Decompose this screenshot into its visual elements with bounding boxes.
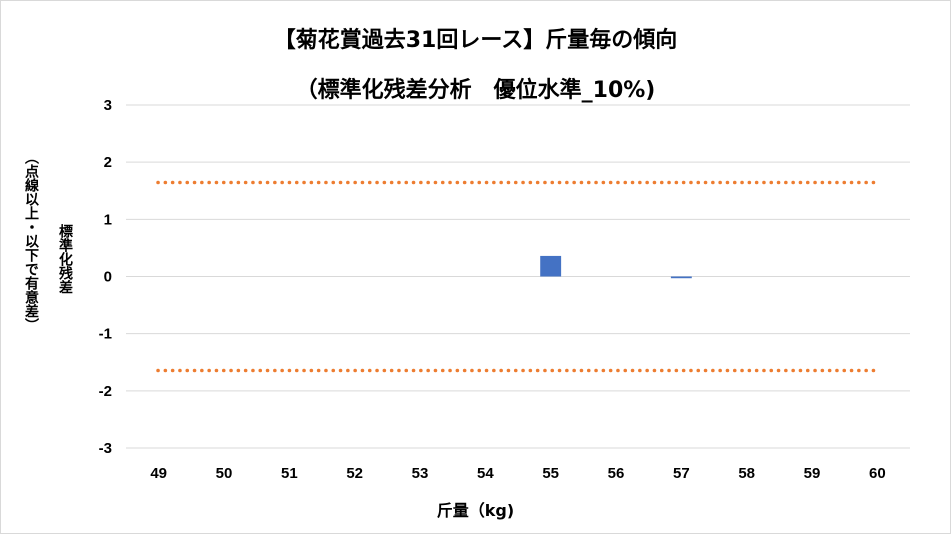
bar — [670, 276, 692, 279]
x-tick-label: 49 — [150, 465, 167, 482]
y-tick-label: 2 — [104, 154, 112, 171]
y-tick-label: -3 — [99, 440, 112, 457]
x-tick-label: 55 — [542, 465, 559, 482]
y-tick-label: -1 — [99, 326, 112, 343]
x-tick-label: 59 — [804, 465, 821, 482]
x-tick-label: 57 — [673, 465, 690, 482]
x-tick-label: 54 — [477, 465, 494, 482]
chart-title-line2: （標準化残差分析 優位水準_10%) — [295, 78, 656, 103]
y-axis-sublabel: （点線以上・以下で有意差） — [23, 150, 39, 332]
x-tick-label: 56 — [608, 465, 625, 482]
y-tick-label: 3 — [104, 97, 112, 114]
y-tick-label: 0 — [104, 269, 112, 286]
chart-title-line1: 【菊花賞過去31回レース】斤量毎の傾向 — [273, 28, 678, 53]
x-tick-label: 51 — [281, 465, 298, 482]
x-axis-label: 斤量（kg) — [436, 501, 515, 520]
x-tick-label: 60 — [869, 465, 886, 482]
x-tick-label: 53 — [412, 465, 429, 482]
bar — [540, 255, 562, 277]
x-tick-label: 58 — [738, 465, 755, 482]
y-axis-label: 標準化残差 — [57, 224, 73, 294]
y-tick-label: 1 — [104, 211, 112, 228]
x-tick-label: 50 — [216, 465, 233, 482]
x-tick-label: 52 — [346, 465, 363, 482]
y-tick-label: -2 — [99, 383, 112, 400]
